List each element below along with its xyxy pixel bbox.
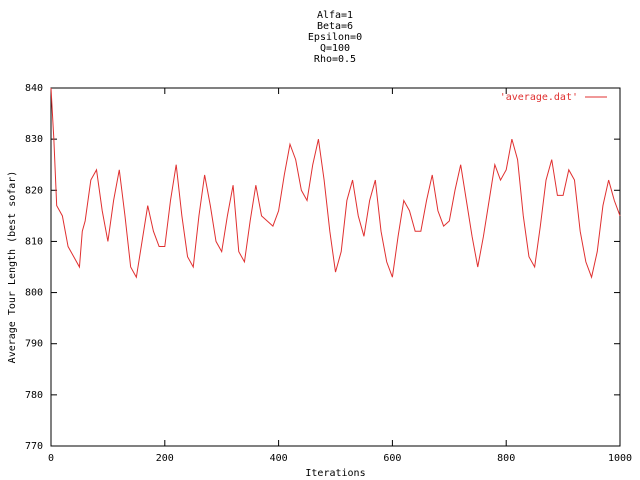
plot-border [50,87,621,447]
y-tick-label: 810 [25,236,43,247]
y-axis-label: Average Tour Length (best sofar) [7,171,18,364]
x-tick-label: 800 [497,453,515,464]
title-line: Rho=0.5 [314,54,356,65]
y-tick-label: 780 [25,390,43,401]
x-tick-label: 200 [156,453,174,464]
title-line: Alfa=1 [317,10,353,21]
legend-label: 'average.dat' [500,92,578,103]
y-tick-label: 770 [25,441,43,452]
x-axis-label: Iterations [305,468,365,479]
y-tick-label: 820 [25,185,43,196]
x-tick-label: 0 [48,453,54,464]
x-tick-label: 400 [270,453,288,464]
title-line: Q=100 [320,43,350,54]
y-tick-label: 830 [25,134,43,145]
x-tick-label: 600 [383,453,401,464]
x-tick-label: 1000 [608,453,632,464]
y-tick-label: 790 [25,339,43,350]
title-line: Beta=6 [317,21,353,32]
data-line [50,87,621,279]
y-tick-label: 840 [25,83,43,94]
title-line: Epsilon=0 [308,32,362,43]
y-tick-label: 800 [25,288,43,299]
